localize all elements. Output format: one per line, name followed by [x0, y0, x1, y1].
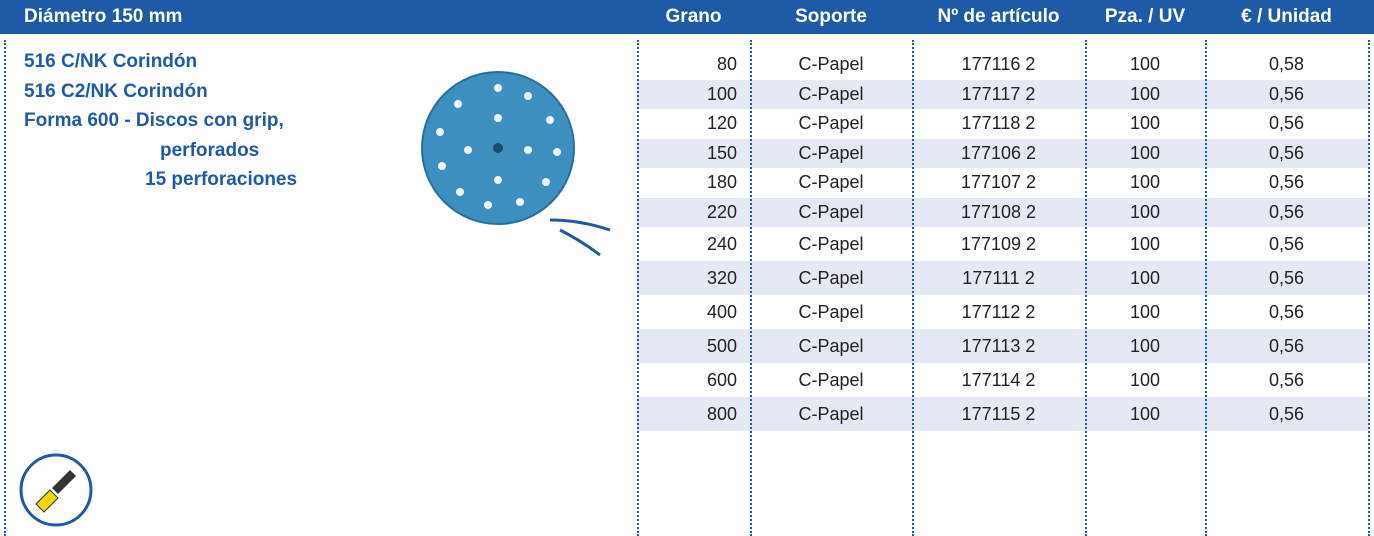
table-cell: 0,58 — [1268, 54, 1305, 74]
table-cell: 600 — [706, 370, 737, 390]
table-cell: 180 — [706, 172, 737, 192]
table-cell: 240 — [706, 234, 737, 254]
table-cell: C-Papel — [798, 268, 864, 288]
table-cell: 150 — [706, 142, 737, 163]
row-band — [637, 197, 1368, 227]
table-cell: 100 — [1129, 113, 1161, 133]
table-cell: 100 — [1129, 54, 1161, 74]
table-cell: 177112 2 — [961, 302, 1036, 322]
divider — [4, 40, 6, 536]
table-cell: 500 — [706, 336, 737, 356]
table-cell: 177113 2 — [961, 336, 1036, 356]
table-cell: 177117 2 — [961, 83, 1036, 104]
table-cell: 0,56 — [1268, 336, 1305, 356]
row-band — [637, 397, 1368, 431]
table-cell: 177108 2 — [960, 201, 1037, 222]
column-header: Grano — [665, 6, 722, 27]
row-band — [637, 329, 1368, 363]
brush-icon — [19, 453, 93, 527]
table-cell: 0,56 — [1268, 113, 1305, 133]
table-cell: C-Papel — [798, 302, 864, 322]
table-cell: 0,56 — [1268, 234, 1305, 254]
table-cell: 100 — [1129, 201, 1161, 222]
table-cell: 177115 2 — [961, 404, 1036, 424]
table-cell: 0,56 — [1268, 142, 1305, 163]
column-header: Nº de artículo — [937, 6, 1060, 27]
table-cell: 80 — [716, 54, 737, 74]
column-header: Soporte — [795, 6, 867, 27]
divider — [1205, 40, 1207, 536]
product-line: 516 C/NK Corindón — [24, 51, 198, 72]
table-cell: 100 — [1129, 336, 1161, 356]
table-cell: 0,56 — [1268, 83, 1305, 104]
column-header: Pza. / UV — [1104, 6, 1186, 27]
row-band — [637, 79, 1368, 109]
product-line: 15 perforaciones — [145, 169, 298, 190]
divider — [1368, 40, 1370, 536]
table-cell: 177107 2 — [960, 172, 1037, 192]
table-cell: 100 — [1129, 172, 1161, 192]
table-cell: 0,56 — [1268, 404, 1305, 424]
table-cell: 177114 2 — [961, 370, 1036, 390]
product-line: 516 C2/NK Corindón — [24, 80, 208, 102]
table-cell: 177111 2 — [962, 268, 1035, 288]
table-cell: C-Papel — [798, 234, 864, 254]
table-cell: C-Papel — [798, 172, 864, 192]
table-cell: 220 — [706, 201, 737, 222]
table-cell: C-Papel — [798, 201, 864, 222]
table-cell: C-Papel — [798, 404, 864, 424]
table-cell: 0,56 — [1268, 302, 1305, 322]
table-cell: 100 — [1129, 404, 1161, 424]
divider — [750, 40, 752, 536]
column-header: € / Unidad — [1241, 6, 1332, 27]
table-cell: 100 — [1129, 142, 1161, 163]
table-cell: 177109 2 — [960, 234, 1037, 254]
table-cell: C-Papel — [798, 336, 864, 356]
divider — [912, 40, 914, 536]
row-band — [637, 261, 1368, 295]
product-line: perforados — [160, 139, 260, 161]
table-cell: 400 — [706, 302, 737, 322]
table-cell: 177106 2 — [960, 142, 1037, 163]
table-cell: 177116 2 — [961, 54, 1036, 74]
table-cell: C-Papel — [798, 83, 864, 104]
table-cell: 100 — [706, 83, 737, 104]
table-cell: 0,56 — [1268, 201, 1305, 222]
row-band — [637, 138, 1368, 168]
divider — [1085, 40, 1087, 536]
table-cell: 100 — [1129, 234, 1161, 254]
table-cell: 177118 2 — [961, 113, 1036, 133]
table-cell: 0,56 — [1268, 268, 1305, 288]
table-cell: 800 — [706, 404, 737, 424]
table-cell: 100 — [1129, 302, 1161, 322]
table-cell: 320 — [706, 268, 737, 288]
table-cell: C-Papel — [798, 54, 864, 74]
header-title: Diámetro 150 mm — [24, 6, 183, 27]
table-cell: 0,56 — [1268, 370, 1305, 390]
table-cell: 100 — [1129, 268, 1161, 288]
divider — [637, 40, 639, 536]
table-cell: 120 — [706, 113, 737, 133]
table-cell: C-Papel — [798, 370, 864, 390]
disc-image — [421, 71, 611, 257]
header-bar — [0, 0, 1374, 34]
table-cell: 0,56 — [1268, 172, 1305, 192]
table-cell: 100 — [1129, 83, 1161, 104]
table-cell: 100 — [1129, 370, 1161, 390]
product-line: Forma 600 - Discos con grip, — [24, 110, 284, 131]
table-cell: C-Papel — [798, 142, 864, 163]
table-cell: C-Papel — [798, 113, 864, 133]
